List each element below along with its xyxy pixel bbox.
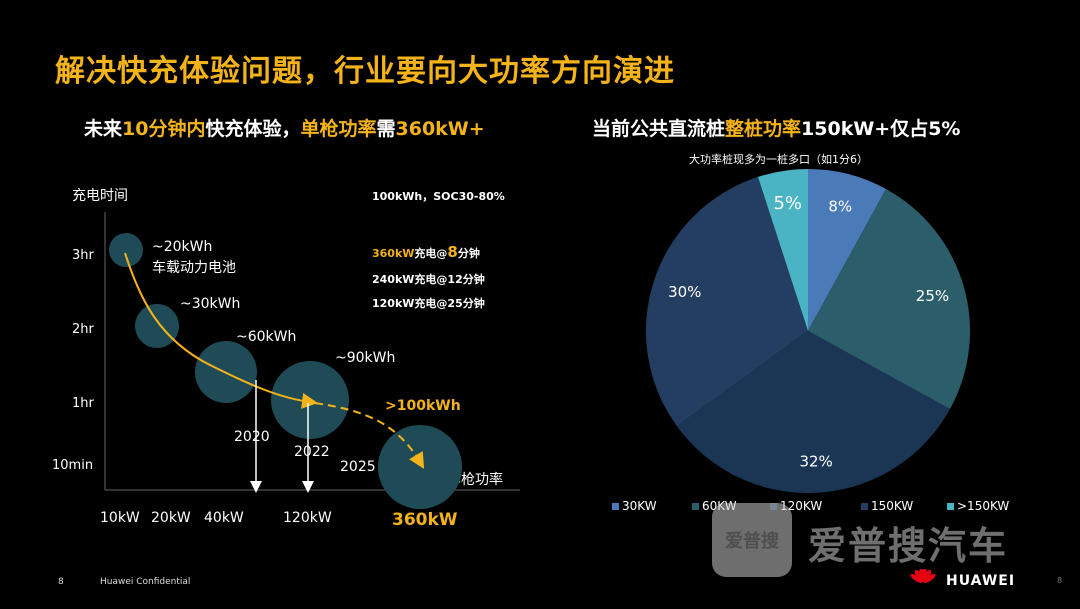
left-heading: 未来10分钟内快充体验，单枪功率需360kW+ — [84, 114, 485, 141]
pie-slice-60kw — [808, 189, 970, 410]
x-tick-label: 40kW — [204, 510, 244, 526]
year-label: 2020 — [234, 429, 270, 445]
left-heading-highlight: 单枪功率 — [300, 118, 377, 140]
right-heading-part: 150kW+仅占5% — [801, 118, 961, 140]
left-heading-highlight: 360kW+ — [395, 118, 485, 140]
bubble-sublabel: 车载动力电池 — [152, 259, 236, 276]
pie-data-label: 32% — [799, 452, 832, 470]
spec-line-240: 240kW充电@12分钟 — [372, 272, 485, 286]
bubble-label: ~90kWh — [335, 350, 395, 366]
left-heading-part: 需 — [376, 118, 396, 140]
pie-data-label: 25% — [916, 287, 949, 305]
x-tick-label: 120kW — [283, 510, 332, 526]
year-label: 2022 — [294, 444, 330, 460]
spec-battery: 100kWh，SOC30-80% — [372, 190, 505, 203]
right-heading: 当前公共直流桩整桩功率150kW+仅占5% — [592, 114, 960, 141]
legend-swatch — [947, 503, 954, 510]
watermark-box-text: 爱普搜 — [725, 531, 779, 552]
pie-data-label: 8% — [828, 197, 852, 215]
legend-entry: 30KW — [622, 499, 657, 513]
huawei-brand: HUAWEI — [946, 573, 1016, 589]
y-tick-label: 10min — [52, 458, 93, 473]
footer-confidential: Huawei Confidential — [100, 577, 191, 587]
x-tick-label: 20kW — [151, 510, 191, 526]
watermark-text: 爱普搜汽车 — [808, 524, 1009, 568]
y-tick-label: 3hr — [72, 248, 95, 263]
bubble-label: ~30kWh — [180, 296, 240, 312]
x-tick-label: 360kW — [392, 510, 458, 530]
pie-slice-120kw — [676, 331, 950, 493]
spec-360-unit: 分钟 — [458, 246, 480, 260]
left-heading-part: 未来 — [84, 118, 123, 140]
spec-360-minutes: 8 — [447, 243, 457, 261]
spec-360-power: 360kW — [372, 247, 414, 260]
trend-curve — [124, 252, 318, 409]
legend-swatch — [692, 503, 699, 510]
spec-line-360: 360kW充电@8分钟 — [372, 243, 480, 261]
left-heading-part: 快充体验， — [205, 118, 301, 140]
legend-swatch — [861, 503, 868, 510]
pie-data-label: 30% — [668, 283, 701, 301]
bubble-30kwh — [135, 304, 179, 348]
pie-slice-150kw — [646, 176, 808, 427]
right-heading-highlight: 整桩功率 — [725, 118, 802, 140]
spec-360-text: 充电@ — [414, 246, 447, 260]
y-axis-title: 充电时间 — [72, 188, 128, 204]
watermark-logo-box — [712, 503, 792, 577]
legend-entry: 150KW — [871, 499, 913, 513]
slide-title: 解决快充体验问题，行业要向大功率方向演进 — [55, 54, 675, 89]
x-tick-label: 10kW — [100, 510, 140, 526]
bubble-label: ~20kWh — [152, 239, 212, 255]
legend-swatch — [612, 503, 619, 510]
legend-entry: >150KW — [957, 499, 1009, 513]
right-heading-part: 当前公共直流桩 — [592, 118, 726, 140]
huawei-logo-icon — [910, 569, 936, 583]
y-tick-label: 2hr — [72, 322, 95, 337]
bubble-label: ~60kWh — [236, 329, 296, 345]
bubble-20kwh — [109, 233, 143, 267]
legend-entry: 120KW — [780, 499, 822, 513]
year-label: 2025 — [340, 459, 376, 475]
pie-slice-30kw — [808, 169, 887, 331]
pie-subtitle: 大功率桩现多为一桩多口（如1分6） — [689, 153, 868, 166]
y-tick-label: 1hr — [72, 396, 95, 411]
pie-slices — [646, 169, 970, 493]
pie-labels: 8% 25% 32% 30% 5% — [668, 193, 949, 470]
trend-curve-dashed — [314, 402, 425, 469]
bubble-label: >100kWh — [385, 398, 461, 414]
pie-legend: 30KW60KW120KW150KW>150KW — [612, 499, 1009, 513]
pie-data-label: 5% — [773, 193, 802, 214]
left-heading-highlight: 10分钟内 — [122, 118, 206, 140]
footer-page-dot: 8 — [1057, 576, 1063, 585]
spec-line-120: 120kW充电@25分钟 — [372, 296, 485, 310]
pie-slice-150kw — [757, 169, 808, 331]
footer-page-number: 8 — [58, 577, 64, 587]
